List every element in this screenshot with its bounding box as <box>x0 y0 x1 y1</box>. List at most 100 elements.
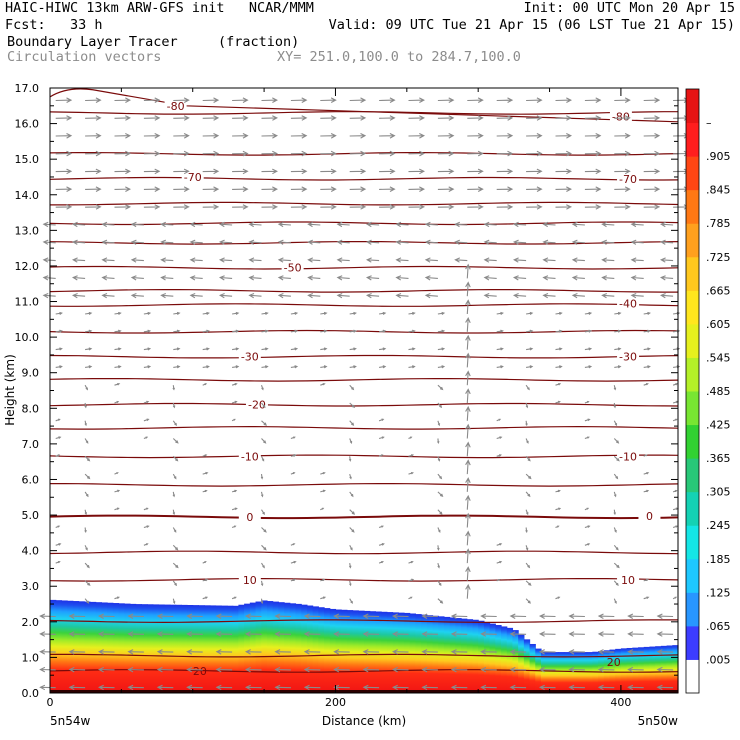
circulation-vector <box>320 186 337 192</box>
circulation-vector <box>261 456 265 462</box>
circulation-vector <box>277 275 291 281</box>
circulation-vector <box>555 365 563 369</box>
tracer-column <box>312 606 319 693</box>
circulation-vector <box>584 204 602 210</box>
circulation-vector <box>290 578 297 582</box>
tracer-column <box>518 634 525 693</box>
circulation-vector <box>68 684 86 691</box>
tracer-column <box>244 603 251 693</box>
header-title: HAIC-HIWC 13km ARW-GFS init NCAR/MMM <box>5 0 314 16</box>
colorbar-swatch <box>686 625 699 660</box>
circulation-vector <box>261 204 279 210</box>
circulation-vector <box>143 507 149 511</box>
circulation-vector <box>173 150 190 157</box>
circulation-vector <box>320 596 327 600</box>
circulation-vector <box>555 525 560 529</box>
circulation-vector <box>378 418 385 422</box>
terrain-ground <box>50 690 678 693</box>
y-tick-label: 4.0 <box>22 545 40 558</box>
circulation-vector <box>465 299 471 315</box>
tracer-column <box>221 605 228 693</box>
circulation-vector <box>333 684 350 691</box>
circulation-vector <box>659 257 674 263</box>
circulation-vector <box>379 204 396 210</box>
circulation-vector <box>290 311 299 315</box>
circulation-vector <box>218 275 233 281</box>
circulation-vector <box>656 631 674 637</box>
circulation-vector <box>525 438 529 444</box>
circulation-vector <box>597 666 615 673</box>
circulation-vector <box>320 311 328 315</box>
circulation-vector <box>437 347 446 351</box>
y-tick-label: 3.0 <box>22 580 40 593</box>
circulation-vector <box>643 329 651 333</box>
circulation-vector <box>307 275 321 281</box>
circulation-vector <box>362 613 380 619</box>
circulation-vector <box>555 347 563 351</box>
tracer-column <box>563 652 571 693</box>
circulation-vector <box>643 133 661 139</box>
circulation-vector <box>349 311 357 315</box>
isotherm-label-bg <box>181 169 204 183</box>
circulation-vector <box>114 472 119 475</box>
tracer-column <box>632 647 639 694</box>
circulation-vector <box>525 580 532 586</box>
circulation-vector <box>349 402 356 409</box>
circulation-vector <box>202 489 208 493</box>
circulation-vector <box>614 115 631 121</box>
circulation-vector <box>465 459 471 475</box>
y-tick-label: 6.0 <box>22 473 40 486</box>
circulation-vector <box>496 204 514 210</box>
circulation-vector <box>656 666 674 673</box>
tracer-column <box>147 604 154 693</box>
circulation-vector <box>643 115 661 121</box>
isotherm-line <box>49 454 679 459</box>
circulation-vector <box>568 666 585 673</box>
circulation-vector <box>160 221 174 228</box>
tracer-column <box>358 610 365 693</box>
circulation-vector <box>55 311 63 315</box>
circulation-vector <box>365 257 380 263</box>
tracer-column <box>135 604 142 693</box>
circulation-vector <box>542 257 556 263</box>
tracer-column <box>495 625 502 693</box>
isotherm-label-bg <box>617 171 640 185</box>
isotherm-line <box>49 221 679 226</box>
circulation-vector <box>525 455 531 462</box>
circulation-vector <box>627 613 644 619</box>
circulation-vector <box>365 275 380 281</box>
colorbar: .005 .065 .125 .185 .245 .305 .365 .425 .485 .545… <box>685 88 731 694</box>
circulation-vector <box>408 471 414 475</box>
tracer-column <box>204 605 211 693</box>
circulation-vector <box>526 347 534 351</box>
isotherm-label-bg <box>617 572 640 586</box>
y-tick-label: 2.0 <box>22 616 40 629</box>
circulation-vector <box>656 649 674 655</box>
circulation-vector <box>483 221 497 228</box>
circulation-vector <box>202 186 220 192</box>
circulation-vector <box>232 329 240 333</box>
circulation-vector <box>614 97 631 103</box>
circulation-vector <box>231 400 238 404</box>
circulation-vector <box>84 438 89 444</box>
circulation-vector <box>85 97 102 103</box>
circulation-vector <box>172 420 178 426</box>
circulation-vector <box>202 97 220 103</box>
colorbar-label: .305 <box>706 486 731 499</box>
tracer-column <box>215 605 222 693</box>
isotherm-label-bg <box>238 349 261 363</box>
circulation-vector <box>143 525 150 529</box>
colorbar-border <box>685 88 700 694</box>
isotherm-label-bg <box>617 349 640 363</box>
tracer-column <box>95 602 102 693</box>
circulation-vector <box>391 649 409 655</box>
circulation-vector <box>483 257 497 263</box>
circulation-vector <box>630 239 644 245</box>
circulation-vector <box>496 347 504 351</box>
circulation-vector <box>643 596 650 600</box>
circulation-vector <box>68 666 86 673</box>
circulation-vector <box>39 684 56 691</box>
circulation-vector <box>525 473 532 480</box>
isotherm-line <box>49 354 679 359</box>
circulation-vector <box>215 649 233 655</box>
